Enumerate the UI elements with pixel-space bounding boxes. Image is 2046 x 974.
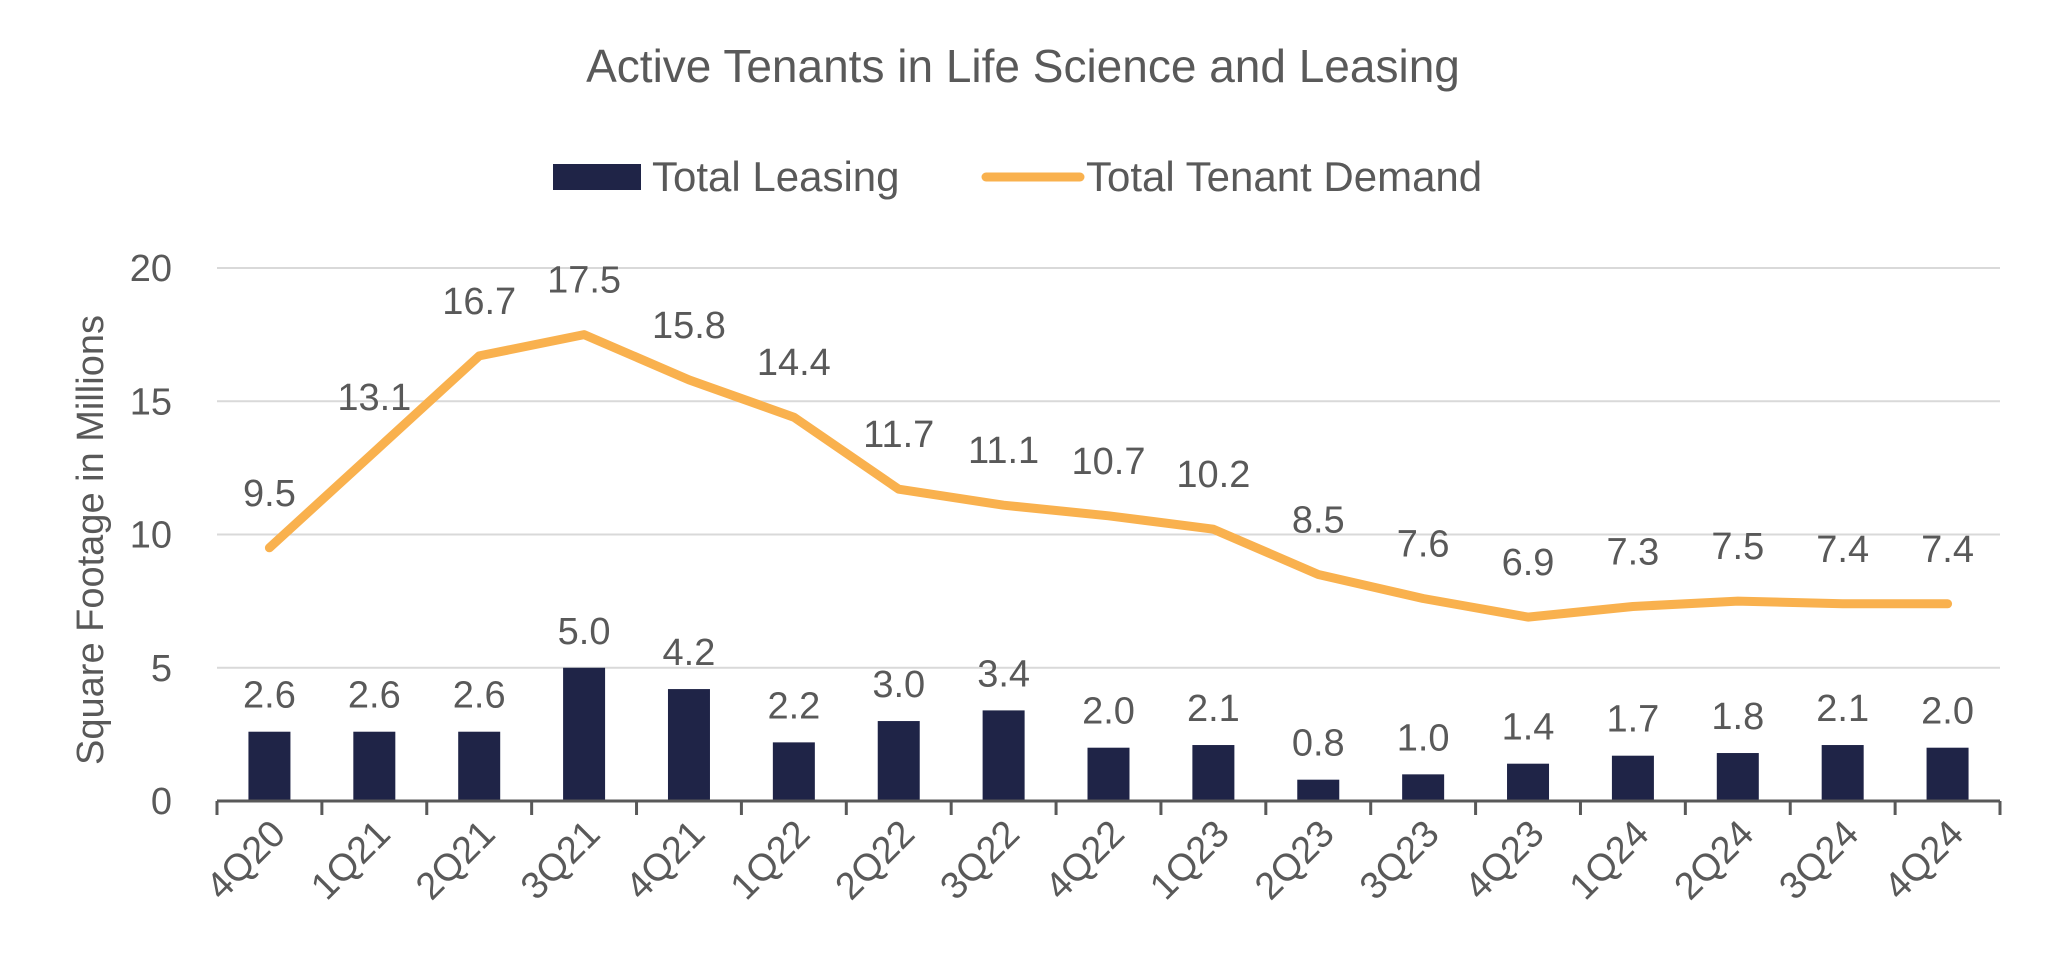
x-tick-label: 4Q24 [1876, 813, 1971, 908]
bar [1611, 755, 1654, 801]
bar-data-label: 2.0 [1082, 691, 1135, 733]
x-tick-label: 4Q21 [618, 813, 713, 908]
line-data-label: 15.8 [652, 305, 726, 347]
line-data-label: 9.5 [243, 473, 296, 515]
bar [1192, 745, 1235, 801]
x-tick-label: 2Q23 [1247, 813, 1342, 908]
bar-data-label: 0.8 [1292, 723, 1345, 765]
demand-line [264, 330, 1953, 622]
line-data-label: 10.2 [1176, 454, 1250, 496]
legend-label-total-leasing: Total Leasing [652, 153, 900, 200]
x-tick-label: 2Q21 [408, 813, 503, 908]
y-tick-label: 5 [151, 648, 172, 690]
bar [458, 731, 501, 801]
chart-title: Active Tenants in Life Science and Leasi… [586, 40, 1460, 92]
y-tick-label: 15 [130, 381, 172, 423]
bar-data-label: 1.0 [1397, 717, 1450, 759]
bar-data-label: 1.8 [1711, 696, 1764, 738]
bar-data-label: 2.2 [767, 685, 820, 727]
line-data-label: 10.7 [1072, 441, 1146, 483]
y-axis-ticks: 0 5 10 15 20 [130, 248, 172, 823]
bar [248, 731, 291, 801]
line-data-label: 11.1 [968, 430, 1039, 472]
line-series-total-tenant-demand [264, 330, 1953, 622]
line-data-label: 7.6 [1397, 523, 1450, 565]
bar-data-label: 1.4 [1502, 707, 1555, 749]
bar-series-total-leasing [248, 667, 1969, 801]
bar [1926, 747, 1969, 801]
bar-data-label: 1.7 [1606, 699, 1659, 741]
bar-data-label: 2.6 [453, 675, 506, 717]
x-tick-label: 3Q24 [1772, 813, 1867, 908]
line-data-label: 17.5 [547, 260, 621, 302]
gridlines [217, 267, 2000, 669]
line-data-label: 11.7 [863, 414, 934, 456]
bar [1297, 779, 1340, 801]
line-data-label: 13.1 [337, 377, 411, 419]
bar-data-label: 5.0 [558, 611, 611, 653]
line-data-label: 16.7 [442, 281, 516, 323]
bar-data-label: 2.1 [1816, 688, 1869, 730]
x-tick-label: 2Q22 [828, 813, 923, 908]
bar [1716, 753, 1759, 801]
line-data-label: 14.4 [757, 342, 831, 384]
bar-data-label: 4.2 [663, 632, 716, 674]
bar-data-label: 2.6 [243, 675, 296, 717]
x-tick-label: 3Q21 [513, 813, 608, 908]
bar [1087, 747, 1130, 801]
x-axis-tick-labels: 4Q20 1Q21 2Q21 3Q21 4Q21 1Q22 2Q22 3Q22 4Q22 1Q23… [198, 813, 1972, 908]
legend-label-total-tenant-demand: Total Tenant Demand [1086, 153, 1482, 200]
legend-swatch-total-leasing [553, 164, 641, 190]
line-data-label: 7.3 [1606, 531, 1659, 573]
line-data-label: 6.9 [1502, 542, 1555, 584]
y-axis-label: Square Footage in Millions [70, 315, 112, 765]
x-tick-label: 1Q24 [1562, 813, 1657, 908]
line-data-label: 7.4 [1921, 529, 1974, 571]
x-tick-label: 1Q23 [1142, 813, 1237, 908]
bar [353, 731, 396, 801]
bar [1507, 763, 1550, 801]
bar [1402, 774, 1445, 801]
bar [563, 667, 606, 801]
x-tick-label: 3Q23 [1352, 813, 1447, 908]
legend: Total Leasing Total Tenant Demand [553, 153, 1482, 200]
x-tick-label: 4Q23 [1457, 813, 1552, 908]
line-data-labels: 9.5 13.1 16.7 17.5 15.8 14.4 11.7 11.1 10.7 10.2 8… [243, 260, 1974, 584]
bar-data-label: 2.6 [348, 675, 401, 717]
bar-data-label: 2.1 [1187, 688, 1240, 730]
y-tick-label: 20 [130, 248, 172, 290]
bar [1821, 745, 1864, 801]
x-tick-label: 2Q24 [1667, 813, 1762, 908]
bar [667, 689, 710, 801]
bar-data-labels: 2.6 2.6 2.6 5.0 4.2 2.2 3.0 3.4 2.0 2.1 0.8 1.0 1.4 1… [243, 611, 1974, 765]
x-tick-label: 4Q22 [1037, 813, 1132, 908]
x-tick-label: 4Q20 [198, 813, 293, 908]
bar-data-label: 3.0 [872, 664, 925, 706]
line-data-label: 7.4 [1816, 529, 1869, 571]
line-data-label: 7.5 [1711, 526, 1764, 568]
y-tick-label: 0 [151, 781, 172, 823]
y-tick-label: 10 [130, 515, 172, 557]
bar [982, 710, 1025, 801]
x-tick-label: 1Q22 [723, 813, 818, 908]
x-tick-label: 1Q21 [303, 813, 398, 908]
bar [772, 742, 815, 801]
line-data-label: 8.5 [1292, 499, 1345, 541]
bar [877, 721, 920, 801]
x-tick-label: 3Q22 [933, 813, 1028, 908]
bar-data-label: 2.0 [1921, 691, 1974, 733]
x-axis [215, 799, 2002, 815]
bar-data-label: 3.4 [977, 653, 1030, 695]
